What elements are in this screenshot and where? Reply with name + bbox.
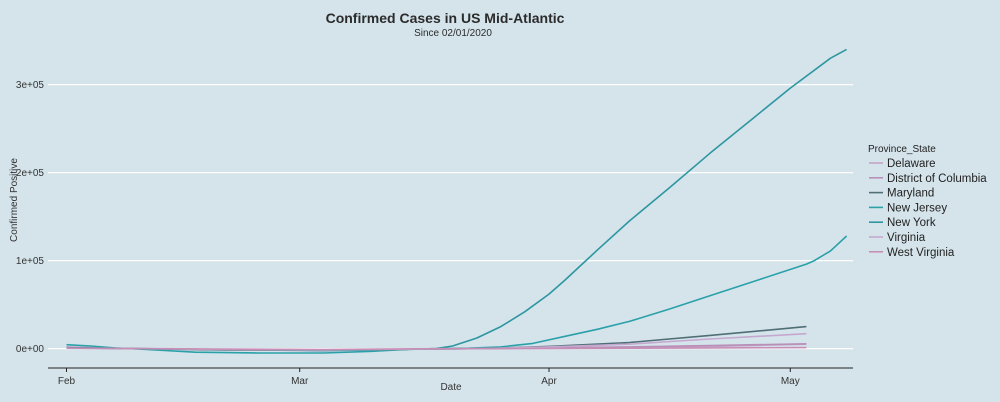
x-tick-label: May [781,376,800,387]
legend-label: West Virginia [887,247,955,259]
x-tick-label: Feb [58,376,76,387]
legend-item: New Jersey [869,202,947,214]
legend-item: West Virginia [869,247,955,259]
series-line-new-jersey [66,235,848,354]
legend-item: Maryland [869,188,934,200]
x-tick-label: Mar [291,376,309,387]
legend-item: Delaware [869,158,936,170]
legend-item: District of Columbia [869,173,987,185]
legend-items: Delaware District of Columbia Maryland New … [869,158,987,259]
x-axis-label: Date [440,382,462,393]
legend-label: Delaware [887,158,936,170]
y-tick-label: 0e+00 [16,344,45,355]
legend-label: New York [887,217,936,229]
x-tick-label: Apr [541,376,557,387]
y-axis-label: Confirmed Positive [9,158,20,242]
series-line-new-york [66,48,847,352]
series-lines [66,48,848,354]
series-line-west-virginia [66,346,807,351]
chart-title: Confirmed Cases in US Mid-Atlantic [326,10,565,26]
legend-label: District of Columbia [887,173,987,185]
chart-subtitle: Since 02/01/2020 [414,28,492,39]
x-axis-ticks: Feb Mar Apr May [58,368,800,387]
y-tick-label: 1e+05 [16,256,45,267]
y-tick-label: 3e+05 [16,80,45,91]
y-tick-label: 2e+05 [16,168,45,179]
legend-label: New Jersey [887,202,947,214]
legend-label: Virginia [887,232,926,244]
legend-item: New York [869,217,936,229]
legend-item: Virginia [869,232,926,244]
gridlines [48,84,853,350]
y-axis-ticks: 0e+00 1e+05 2e+05 3e+05 [16,80,45,355]
legend-label: Maryland [887,188,934,200]
legend: Province_State Delaware District of Colum… [868,144,987,259]
legend-title: Province_State [868,144,936,155]
